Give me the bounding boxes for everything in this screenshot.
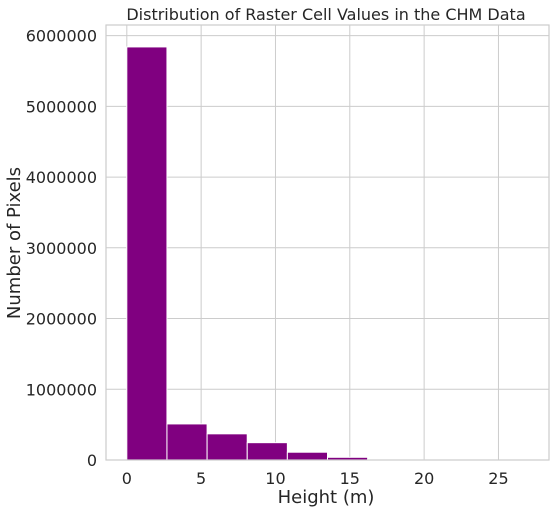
chart-title: Distribution of Raster Cell Values in th… [126,5,525,24]
x-tick-label: 0 [122,469,132,488]
x-tick-labels: 0 5 10 15 20 25 [122,469,509,488]
y-tick-labels: 0 1000000 2000000 3000000 4000000 5000000 6000… [26,27,97,470]
x-tick-label: 25 [488,469,508,488]
histogram-bar [206,433,248,461]
histogram-bar [166,423,208,461]
x-tick-label: 20 [414,469,434,488]
y-tick-label: 3000000 [26,239,97,258]
x-tick-label: 10 [265,469,285,488]
histogram-bars [126,46,529,461]
y-tick-label: 2000000 [26,310,97,329]
x-tick-label: 15 [340,469,360,488]
y-tick-label: 1000000 [26,380,97,399]
y-tick-label: 0 [87,451,97,470]
x-tick-label: 5 [196,469,206,488]
y-axis-label: Number of Pixels [4,167,25,319]
histogram-bar [246,442,288,461]
y-tick-label: 6000000 [26,27,97,46]
histogram-bar [286,451,329,461]
grid [106,25,549,461]
y-tick-label: 4000000 [26,168,97,187]
plot-frame [105,24,550,461]
histogram-bar [126,46,168,461]
y-tick-label: 5000000 [26,97,97,116]
x-axis-label: Height (m) [278,487,375,508]
